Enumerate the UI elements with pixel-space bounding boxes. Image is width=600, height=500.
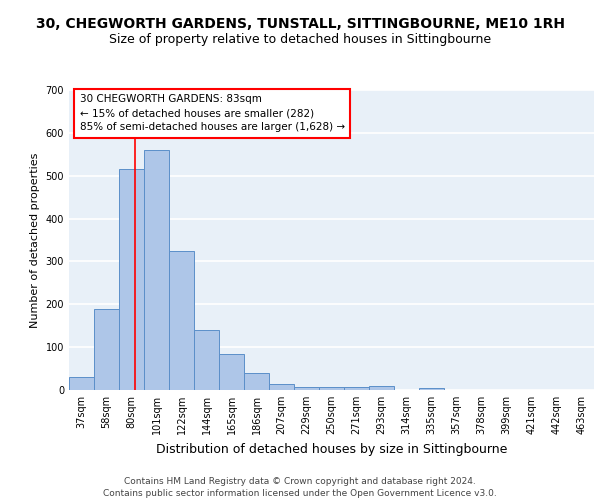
Text: 30, CHEGWORTH GARDENS, TUNSTALL, SITTINGBOURNE, ME10 1RH: 30, CHEGWORTH GARDENS, TUNSTALL, SITTING…: [35, 18, 565, 32]
Bar: [119, 170, 144, 390]
Y-axis label: Number of detached properties: Number of detached properties: [30, 152, 40, 328]
Text: Contains HM Land Registry data © Crown copyright and database right 2024.
Contai: Contains HM Land Registry data © Crown c…: [103, 476, 497, 498]
Bar: [169, 250, 194, 390]
Bar: [219, 354, 244, 390]
Bar: [419, 388, 444, 390]
Text: 30 CHEGWORTH GARDENS: 83sqm
← 15% of detached houses are smaller (282)
85% of se: 30 CHEGWORTH GARDENS: 83sqm ← 15% of det…: [79, 94, 344, 132]
Bar: [144, 150, 169, 390]
Bar: [294, 386, 319, 390]
Bar: [94, 308, 119, 390]
Bar: [194, 330, 219, 390]
Bar: [69, 377, 94, 390]
Bar: [344, 386, 369, 390]
X-axis label: Distribution of detached houses by size in Sittingbourne: Distribution of detached houses by size …: [156, 442, 507, 456]
Bar: [319, 386, 344, 390]
Bar: [244, 373, 269, 390]
Text: Size of property relative to detached houses in Sittingbourne: Size of property relative to detached ho…: [109, 32, 491, 46]
Bar: [369, 386, 394, 390]
Bar: [269, 384, 294, 390]
